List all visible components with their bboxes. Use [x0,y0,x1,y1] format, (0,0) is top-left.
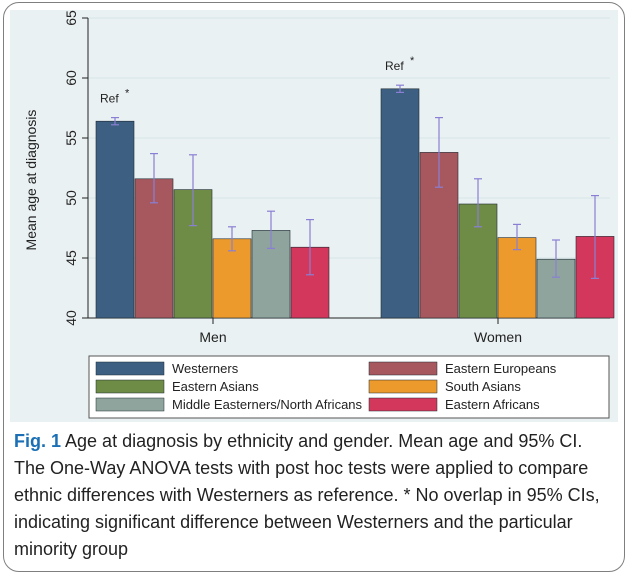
legend-swatch [368,361,438,376]
legend-entry: South Asians [445,379,521,394]
ref-annotation: Ref [100,92,119,106]
caption-label: Fig. 1 [14,431,62,451]
legend-entry: Middle Easterners/North Africans [172,397,363,412]
legend-swatch [95,379,165,394]
ref-annotation-asterisk: * [125,88,130,100]
bar [95,120,135,319]
legend-swatch [95,397,165,412]
legend-swatch [368,379,438,394]
caption-text: Age at diagnosis by ethnicity and gender… [14,431,600,559]
y-axis-label: Mean age at diagnosis [23,110,39,251]
legend-entry: Westerners [172,361,239,376]
y-tick-label: 60 [63,70,79,86]
y-tick-label: 55 [63,130,79,146]
bar [380,88,420,319]
legend-box [88,355,610,419]
bar-chart: 40 45 50 55 60 65 Mean age at diagnosis Men Wome… [23,10,615,419]
ref-annotation: Ref [385,59,404,73]
x-tick-label: Men [199,329,226,345]
bar [212,238,252,319]
y-tick-label: 65 [63,10,79,26]
legend-entry: Eastern Africans [445,397,540,412]
legend-swatch [368,397,438,412]
y-tick-label: 50 [63,190,79,206]
legend-swatch [95,361,165,376]
legend-entry: Eastern Asians [172,379,259,394]
ref-annotation-asterisk: * [410,55,415,67]
legend-entry: Eastern Europeans [445,361,557,376]
x-tick-label: Women [474,329,522,345]
y-tick-label: 45 [63,250,79,266]
figure-caption: Fig. 1 Age at diagnosis by ethnicity and… [14,428,616,563]
y-tick-label: 40 [63,310,79,326]
